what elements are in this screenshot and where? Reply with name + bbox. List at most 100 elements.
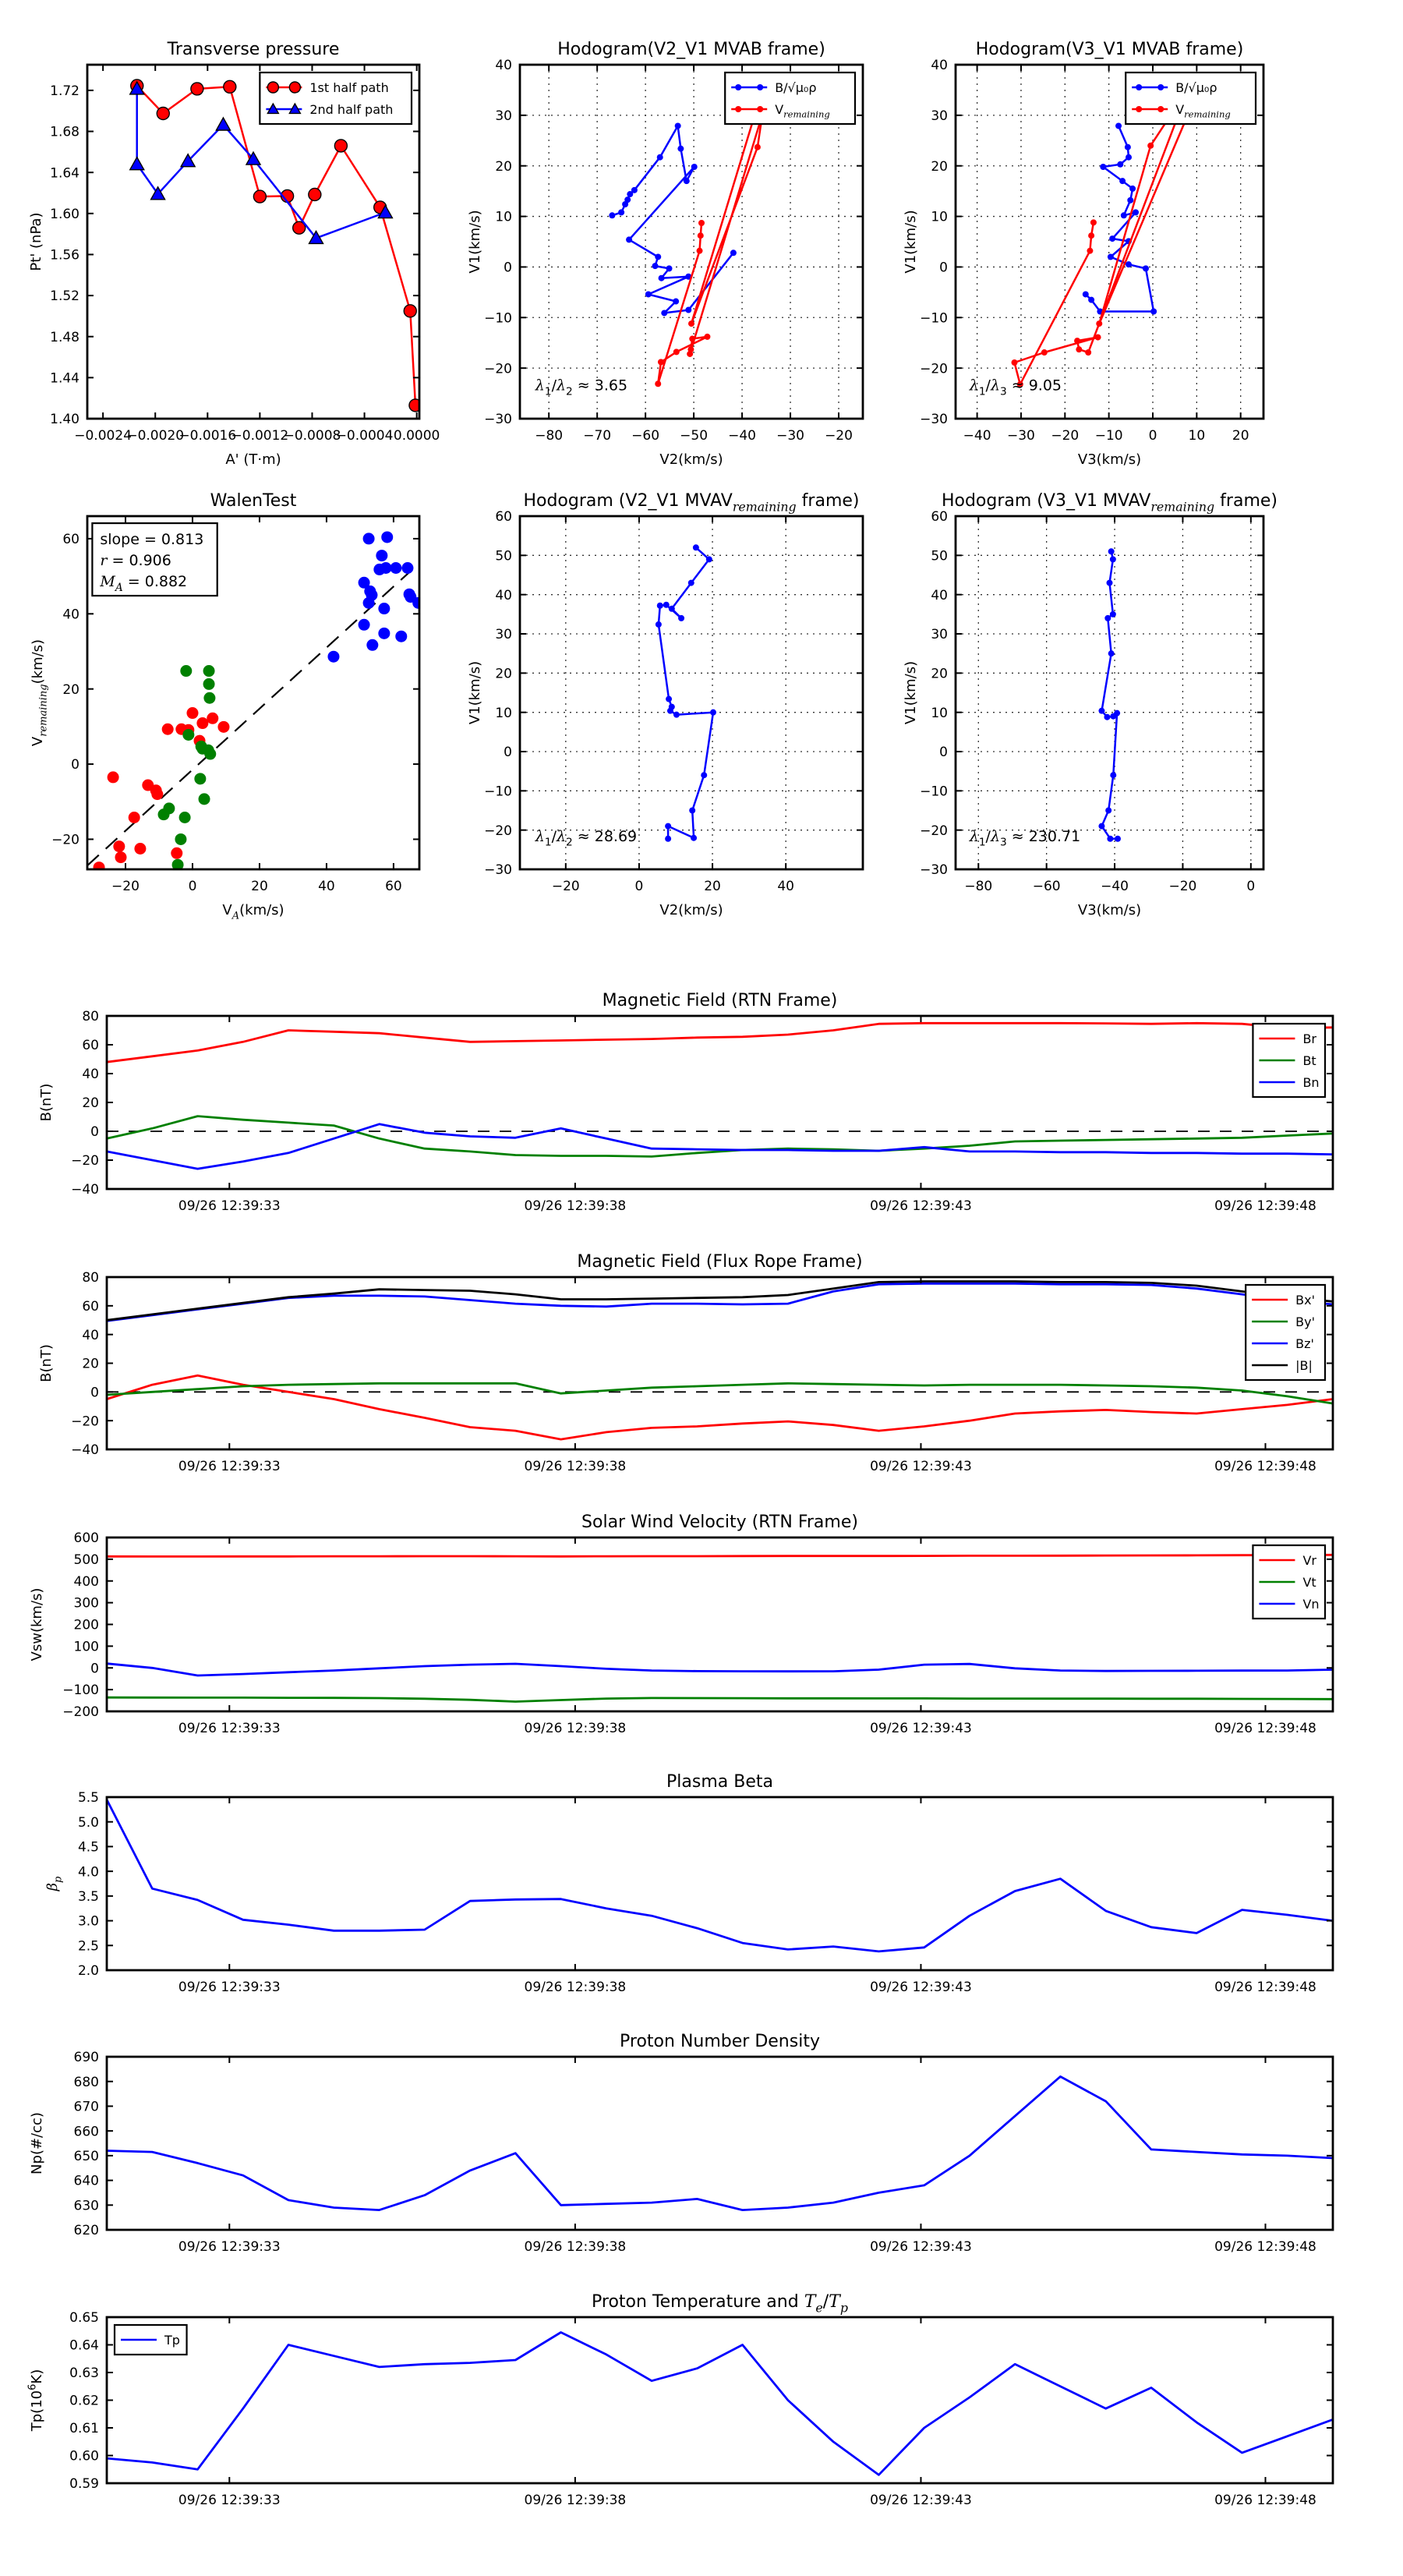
svg-text:40: 40 <box>495 588 512 603</box>
svg-text:30: 30 <box>495 108 512 124</box>
svg-text:−60: −60 <box>631 428 659 444</box>
svg-text:Bt: Bt <box>1302 1053 1316 1068</box>
svg-text:10: 10 <box>931 706 948 721</box>
svg-text:B(nT): B(nT) <box>38 1084 55 1122</box>
chart-magnetic-field-flux-rope: 09/26 12:39:33 09/26 12:39:38 09/26 12:39:… <box>38 1252 1334 1474</box>
svg-text:−100: −100 <box>62 1683 99 1698</box>
svg-text:−80: −80 <box>964 879 992 894</box>
svg-text:−0.0020: −0.0020 <box>126 428 184 444</box>
chart-walen-test: −20 0 20 40 60 −20 0 20 40 60 WalenTest VA(km/s) Vre… <box>30 491 421 922</box>
svg-text:20: 20 <box>62 682 80 698</box>
svg-text:−70: −70 <box>583 428 611 444</box>
svg-text:V1(km/s): V1(km/s) <box>467 210 483 273</box>
svg-text:Np(#/cc): Np(#/cc) <box>29 2112 45 2174</box>
svg-text:20: 20 <box>82 1095 99 1111</box>
svg-text:1.68: 1.68 <box>50 125 80 140</box>
svg-text:Vt: Vt <box>1302 1575 1316 1590</box>
svg-text:λ1/λ2 ≈ 28.69: λ1/λ2 ≈ 28.69 <box>535 828 637 849</box>
chart-magnetic-field-rtn: 09/26 12:39:33 09/26 12:39:38 09/26 12:39:… <box>38 991 1334 1214</box>
svg-text:V3(km/s): V3(km/s) <box>1078 451 1141 468</box>
svg-text:Tp: Tp <box>164 2333 180 2348</box>
svg-text:0: 0 <box>90 1124 99 1140</box>
chart-transverse-pressure: −0.0024−0.0020−0.0016−0.0012−0.0008−0.00… <box>28 40 440 468</box>
svg-text:−40: −40 <box>728 428 756 444</box>
svg-text:09/26 12:39:48: 09/26 12:39:48 <box>1214 2493 1316 2508</box>
svg-text:V1(km/s): V1(km/s) <box>903 661 919 724</box>
svg-text:Hodogram (V3_V1 MVAVremaining: Hodogram (V3_V1 MVAVremaining frame) <box>942 491 1278 515</box>
svg-text:−10: −10 <box>484 310 512 326</box>
svg-text:09/26 12:39:38: 09/26 12:39:38 <box>525 2493 627 2508</box>
svg-text:20: 20 <box>931 159 948 175</box>
svg-text:Hodogram (V2_V1 MVAVremaining: Hodogram (V2_V1 MVAVremaining frame) <box>523 491 859 515</box>
svg-text:40: 40 <box>62 607 80 622</box>
svg-text:λ1/λ3 ≈ 230.71: λ1/λ3 ≈ 230.71 <box>969 828 1080 849</box>
svg-text:40: 40 <box>82 1328 99 1343</box>
svg-text:09/26 12:39:48: 09/26 12:39:48 <box>1214 1721 1316 1736</box>
svg-text:60: 60 <box>62 532 80 547</box>
svg-text:30: 30 <box>495 627 512 642</box>
svg-text:−20: −20 <box>920 823 948 839</box>
svg-text:−10: −10 <box>1095 428 1123 444</box>
svg-text:20: 20 <box>495 159 512 175</box>
svg-text:1.44: 1.44 <box>50 370 80 386</box>
svg-text:r = 0.906: r = 0.906 <box>100 552 171 569</box>
svg-text:Magnetic Field (Flux Rope Fram: Magnetic Field (Flux Rope Frame) <box>577 1252 862 1272</box>
chart-hodogram-v2-mvab: −80 −70 −60 −50 −40 −30 −20 −30 −20 −10 0 10 20 30 40 H… <box>467 40 864 468</box>
svg-text:−20: −20 <box>920 361 948 377</box>
svg-text:3.5: 3.5 <box>78 1889 99 1905</box>
svg-text:400: 400 <box>74 1574 99 1590</box>
svg-text:680: 680 <box>74 2075 99 2090</box>
svg-text:09/26 12:39:43: 09/26 12:39:43 <box>870 1198 972 1214</box>
svg-text:1.60: 1.60 <box>50 207 80 222</box>
svg-text:Br: Br <box>1302 1031 1316 1046</box>
svg-text:−20: −20 <box>552 879 580 894</box>
svg-text:−0.0012: −0.0012 <box>231 428 289 444</box>
svg-text:0.0000: 0.0000 <box>394 428 440 444</box>
svg-text:60: 60 <box>931 509 948 525</box>
svg-text:0.62: 0.62 <box>69 2394 99 2409</box>
svg-text:−20: −20 <box>484 823 512 839</box>
svg-text:60: 60 <box>82 1038 99 1053</box>
svg-text:Plasma Beta: Plasma Beta <box>666 1772 773 1792</box>
svg-text:1.56: 1.56 <box>50 248 80 264</box>
svg-text:−20: −20 <box>111 879 140 894</box>
svg-text:−30: −30 <box>776 428 804 444</box>
svg-text:10: 10 <box>1189 428 1206 444</box>
svg-text:09/26 12:39:38: 09/26 12:39:38 <box>525 1459 627 1474</box>
svg-text:−20: −20 <box>1051 428 1079 444</box>
svg-text:0: 0 <box>90 1661 99 1676</box>
svg-text:λ1/λ2 ≈ 3.65: λ1/λ2 ≈ 3.65 <box>535 377 627 398</box>
svg-text:−30: −30 <box>1007 428 1035 444</box>
svg-text:V3(km/s): V3(km/s) <box>1078 902 1141 918</box>
svg-text:0.61: 0.61 <box>69 2421 99 2436</box>
svg-text:0: 0 <box>71 757 80 773</box>
svg-text:1st half path: 1st half path <box>309 80 388 95</box>
svg-text:640: 640 <box>74 2174 99 2189</box>
svg-text:40: 40 <box>931 588 948 603</box>
svg-text:09/26 12:39:33: 09/26 12:39:33 <box>178 1980 281 1995</box>
svg-text:620: 620 <box>74 2223 99 2238</box>
svg-text:40: 40 <box>82 1067 99 1082</box>
svg-text:2.0: 2.0 <box>78 1963 99 1979</box>
svg-text:λ1/λ3 ≈ 9.05: λ1/λ3 ≈ 9.05 <box>969 377 1062 398</box>
svg-text:0.64: 0.64 <box>69 2338 99 2354</box>
svg-text:300: 300 <box>74 1596 99 1612</box>
svg-text:−10: −10 <box>484 784 512 799</box>
svg-text:−50: −50 <box>680 428 708 444</box>
svg-text:Magnetic Field (RTN Frame): Magnetic Field (RTN Frame) <box>603 991 838 1010</box>
svg-text:−0.0008: −0.0008 <box>284 428 341 444</box>
svg-text:10: 10 <box>495 210 512 225</box>
svg-text:600: 600 <box>74 1530 99 1546</box>
svg-text:WalenTest: WalenTest <box>210 491 297 511</box>
svg-text:Hodogram(V2_V1 MVAB frame): Hodogram(V2_V1 MVAB frame) <box>557 40 825 59</box>
svg-text:09/26 12:39:38: 09/26 12:39:38 <box>525 1198 627 1214</box>
svg-text:−20: −20 <box>51 833 80 848</box>
svg-text:0: 0 <box>504 745 512 760</box>
svg-text:Vr: Vr <box>1302 1553 1316 1568</box>
svg-text:09/26 12:39:38: 09/26 12:39:38 <box>525 1721 627 1736</box>
svg-text:−0.0016: −0.0016 <box>178 428 236 444</box>
svg-text:09/26 12:39:33: 09/26 12:39:33 <box>178 2493 281 2508</box>
svg-text:B/√μ₀ρ: B/√μ₀ρ <box>1175 80 1217 95</box>
chart-proton-temperature: 09/26 12:39:33 09/26 12:39:38 09/26 12:39:… <box>27 2292 1334 2508</box>
